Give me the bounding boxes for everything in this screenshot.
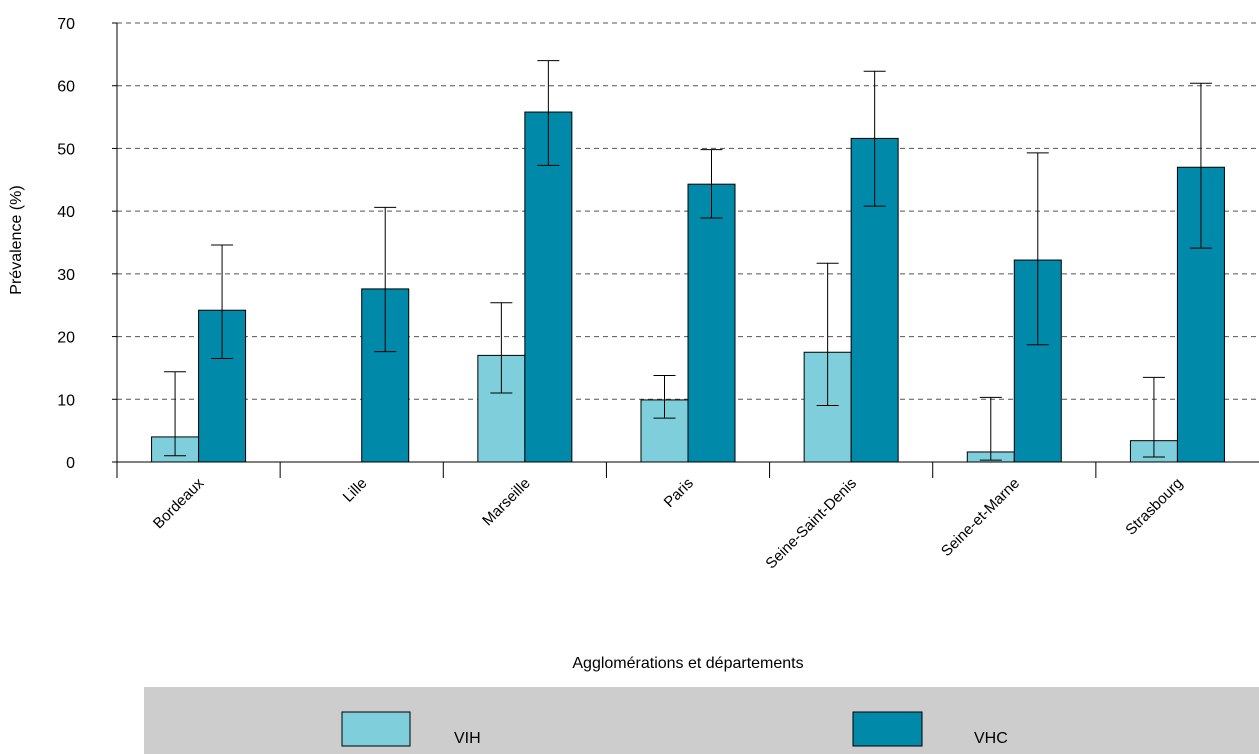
- y-tick-label: 20: [57, 330, 75, 347]
- x-axis-title: Agglomérations et départements: [572, 655, 803, 672]
- x-tick-label: Seine-et-Marne: [938, 475, 1023, 560]
- x-tick-label: Strasbourg: [1122, 475, 1186, 539]
- y-tick-label: 30: [57, 267, 75, 284]
- x-tick-label: Paris: [661, 475, 697, 511]
- legend-label-vih: VIH: [454, 730, 481, 747]
- legend: VIH VHC: [144, 687, 1259, 754]
- y-tick-label: 40: [57, 204, 75, 221]
- x-axis-ticks: Bordeaux Lille Marseille Paris Seine-Saint-D…: [150, 474, 1186, 572]
- legend-swatch-vih: [341, 711, 411, 747]
- y-axis-title: Prévalence (%): [8, 185, 25, 294]
- error-bars: [164, 60, 1212, 461]
- y-tick-label: 70: [57, 16, 75, 33]
- y-tick-label: 10: [57, 392, 75, 409]
- axes: [116, 23, 1259, 478]
- x-tick-label: Lille: [340, 475, 371, 506]
- y-tick-label: 50: [57, 141, 75, 158]
- legend-background: [144, 687, 1259, 754]
- legend-swatch-vhc: [852, 711, 923, 747]
- x-tick-label: Marseille: [479, 475, 533, 529]
- y-axis-ticks: 0 10 20 30 40 50 60 70: [57, 16, 117, 472]
- legend-label-vhc: VHC: [974, 730, 1008, 747]
- bar-vhc-marseille: [524, 111, 573, 463]
- bar-vhc-paris: [687, 183, 736, 463]
- x-tick-label: Seine-Saint-Denis: [762, 475, 860, 573]
- bars: [151, 111, 1225, 463]
- x-tick-label: Bordeaux: [150, 474, 208, 532]
- y-tick-label: 60: [57, 79, 75, 96]
- y-tick-label: 0: [66, 455, 75, 472]
